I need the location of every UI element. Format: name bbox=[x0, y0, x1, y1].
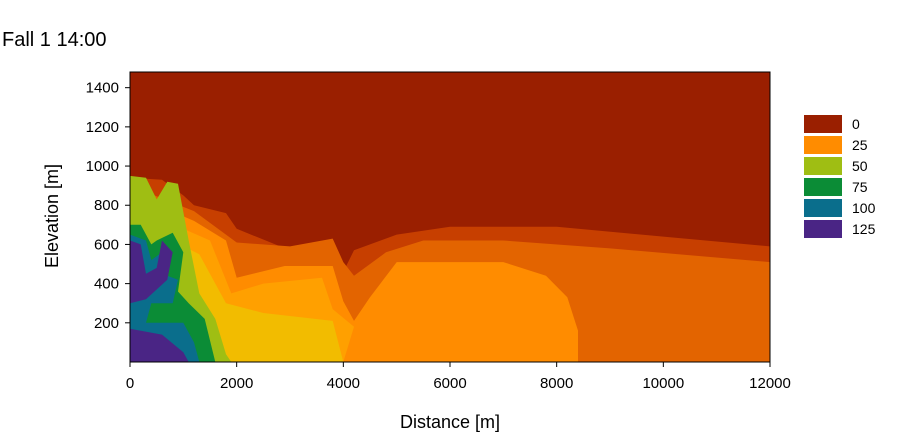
y-axis-label: Elevation [m] bbox=[42, 164, 62, 268]
legend-swatch bbox=[804, 136, 842, 154]
x-tick-label: 12000 bbox=[749, 375, 791, 392]
legend-label: 25 bbox=[852, 137, 868, 153]
y-tick-label: 600 bbox=[94, 236, 119, 253]
legend-label: 100 bbox=[852, 200, 876, 216]
chart-title: Fall 1 14:00 bbox=[2, 29, 107, 51]
y-axis-ticks: 200 400 600 800 1000 1200 1400 bbox=[86, 80, 130, 332]
y-tick-label: 1000 bbox=[86, 158, 119, 175]
contour-region-8 bbox=[130, 240, 173, 304]
x-tick-label: 2000 bbox=[220, 375, 253, 392]
legend-label: 125 bbox=[852, 221, 876, 237]
legend-label: 50 bbox=[852, 158, 868, 174]
y-tick-label: 200 bbox=[94, 315, 119, 332]
legend-swatch bbox=[804, 178, 842, 196]
x-tick-label: 6000 bbox=[433, 375, 466, 392]
y-tick-label: 1200 bbox=[86, 119, 119, 136]
x-tick-label: 8000 bbox=[540, 375, 573, 392]
y-tick-label: 800 bbox=[94, 197, 119, 214]
legend-swatch bbox=[804, 157, 842, 175]
x-axis-ticks: 0 2000 4000 6000 8000 10000 12000 bbox=[126, 362, 791, 392]
x-axis-label: Distance [m] bbox=[400, 412, 500, 432]
legend-label: 75 bbox=[852, 179, 868, 195]
legend-swatch bbox=[804, 115, 842, 133]
y-tick-label: 400 bbox=[94, 276, 119, 293]
legend-label: 0 bbox=[852, 116, 860, 132]
contour-region-7 bbox=[130, 234, 200, 362]
contour-regions bbox=[130, 175, 770, 362]
legend-swatch bbox=[804, 220, 842, 238]
contour-region-9 bbox=[130, 328, 189, 362]
x-tick-label: 4000 bbox=[327, 375, 360, 392]
y-tick-label: 1400 bbox=[86, 80, 119, 97]
legend-swatch bbox=[804, 199, 842, 217]
x-tick-label: 10000 bbox=[642, 375, 684, 392]
x-tick-label: 0 bbox=[126, 375, 134, 392]
legend: 0 25 50 75 100 125 bbox=[804, 115, 876, 238]
